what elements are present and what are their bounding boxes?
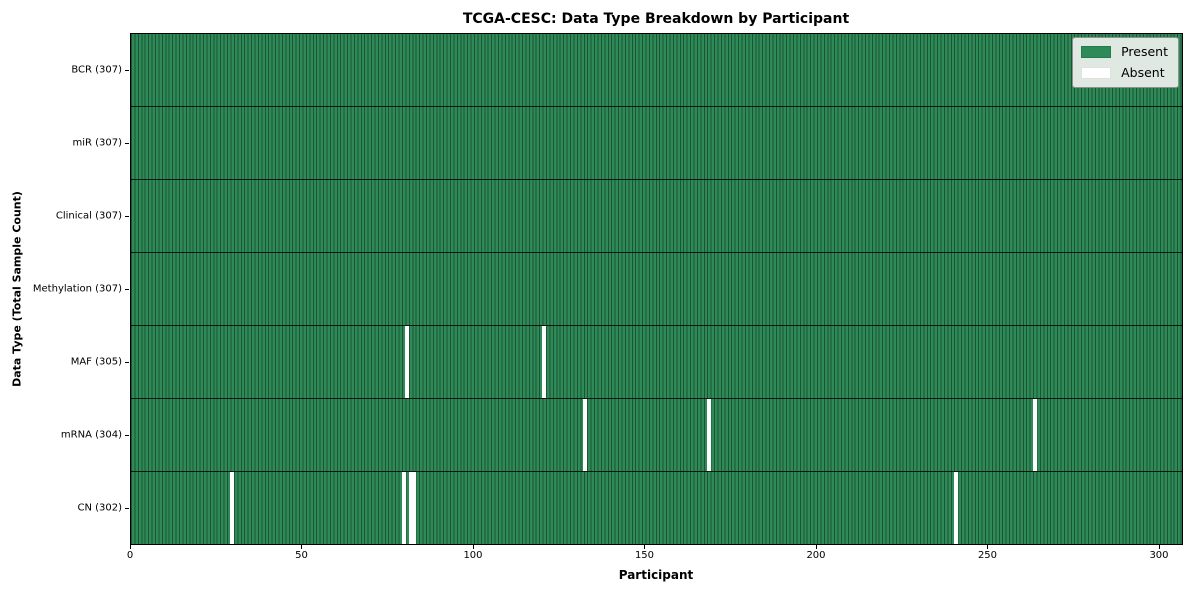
chart-title: TCGA-CESC: Data Type Breakdown by Partic… xyxy=(462,11,850,27)
legend-swatch-icon xyxy=(1081,45,1112,58)
x-tick-mark xyxy=(130,545,131,549)
y-tick-mark xyxy=(125,362,129,364)
legend: Present Absent xyxy=(1072,37,1179,88)
x-tick-mark xyxy=(644,545,646,549)
x-tick-mark xyxy=(301,545,303,549)
heatmap-row-methylation xyxy=(131,253,1182,326)
y-tick-mark xyxy=(125,215,129,217)
absent-cell xyxy=(706,399,711,471)
x-axis-label: Participant xyxy=(618,568,694,582)
heatmap-row-maf xyxy=(131,326,1182,399)
x-tick-mark xyxy=(815,545,817,549)
y-tick-label: Clinical (307) xyxy=(55,210,122,222)
absent-cell xyxy=(405,326,410,398)
x-tick-label: 50 xyxy=(295,550,308,561)
heatmap-row-mrna xyxy=(131,399,1182,472)
y-tick-label: BCR (307) xyxy=(71,64,122,76)
x-tick-label: 0 xyxy=(126,550,134,561)
y-tick-mark xyxy=(125,289,129,290)
absent-cell xyxy=(583,399,588,471)
legend-entry-absent: Absent xyxy=(1081,65,1168,80)
y-tick-label: mRNA (304) xyxy=(60,429,122,441)
x-tick-label: 300 xyxy=(1149,550,1169,561)
x-tick-label: 200 xyxy=(806,550,826,561)
plot-area xyxy=(130,33,1183,545)
absent-cell xyxy=(953,472,958,544)
y-tick-label: CN (302) xyxy=(77,502,122,514)
heatmap-row-bcr xyxy=(131,34,1182,107)
absent-cell xyxy=(1032,399,1037,471)
absent-cell xyxy=(408,472,413,544)
x-tick-mark xyxy=(1158,545,1160,549)
y-tick-mark xyxy=(125,142,129,144)
absent-cell xyxy=(401,472,406,544)
y-tick-label: miR (307) xyxy=(72,137,122,149)
legend-label: Absent xyxy=(1121,65,1165,80)
x-tick-label: 150 xyxy=(634,550,655,561)
heatmap-row-mir xyxy=(131,107,1182,180)
y-tick-mark xyxy=(125,508,129,510)
legend-swatch-icon xyxy=(1081,66,1112,79)
absent-cell xyxy=(411,472,416,544)
legend-label: Present xyxy=(1121,44,1168,59)
x-tick-mark xyxy=(472,545,474,549)
x-tick-label: 250 xyxy=(977,550,998,561)
y-axis-label: Data Type (Total Sample Count) xyxy=(10,191,24,387)
heatmap-row-clinical xyxy=(131,180,1182,253)
y-tick-mark xyxy=(125,69,129,71)
absent-cell xyxy=(542,326,547,398)
absent-cell xyxy=(230,472,235,544)
y-tick-label: Methylation (307) xyxy=(32,283,122,295)
heatmap-row-cn xyxy=(131,472,1182,544)
legend-entry-present: Present xyxy=(1081,44,1168,59)
y-tick-mark xyxy=(125,435,129,437)
y-tick-label: MAF (305) xyxy=(70,356,122,368)
x-tick-label: 100 xyxy=(463,550,483,561)
x-tick-mark xyxy=(987,545,989,549)
